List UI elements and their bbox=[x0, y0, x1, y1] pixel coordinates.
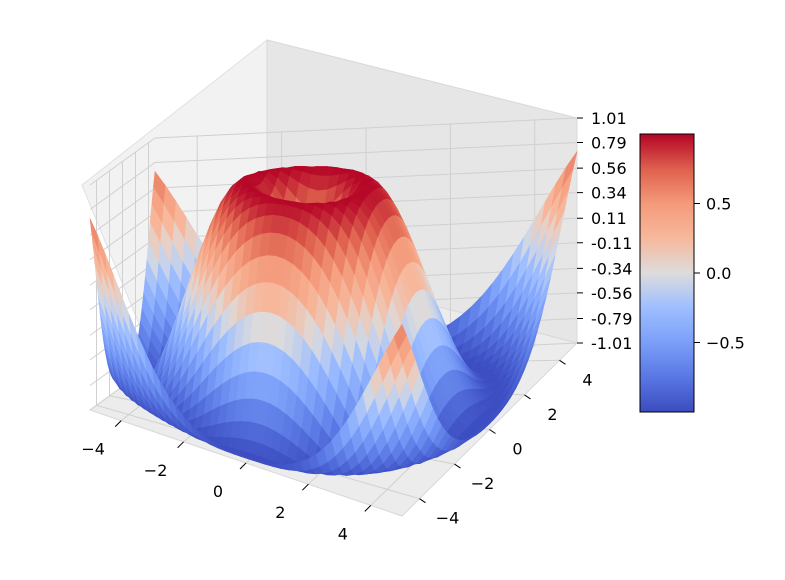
surface-mesh bbox=[89, 151, 578, 476]
x-tick-mark bbox=[114, 420, 122, 427]
x-tick-mark bbox=[364, 505, 372, 512]
y-tick-mark bbox=[524, 394, 531, 400]
y-tick-mark bbox=[559, 359, 566, 365]
colorbar-gradient bbox=[639, 133, 695, 413]
z-gridline bbox=[89, 117, 578, 186]
x-tick-mark bbox=[239, 462, 247, 470]
x-tick-label: 0 bbox=[213, 482, 223, 501]
z-tick-label: -0.34 bbox=[591, 259, 632, 278]
y-tick-mark bbox=[454, 463, 461, 469]
y-tick-mark bbox=[419, 498, 426, 504]
x-tick-mark bbox=[302, 483, 309, 491]
z-tick-label: 0.56 bbox=[591, 159, 627, 178]
x-tick-label: 2 bbox=[275, 503, 285, 522]
y-tick-label: 2 bbox=[547, 405, 557, 424]
x-tick-label: −4 bbox=[81, 440, 105, 459]
y-tick-label: 4 bbox=[582, 370, 592, 389]
y-tick-label: −2 bbox=[471, 474, 495, 493]
colorbar: 0.5 0.0 −0.5 bbox=[639, 133, 745, 413]
z-tick-label: 0.11 bbox=[591, 209, 627, 228]
x-tick-mark bbox=[177, 441, 184, 449]
y-tick-mark bbox=[489, 429, 496, 434]
x-tick-label: −2 bbox=[144, 461, 168, 480]
z-tick-label: -0.56 bbox=[591, 284, 632, 303]
z-tick-label: 1.01 bbox=[591, 109, 627, 128]
y-tick-label: −4 bbox=[436, 509, 460, 528]
x-tick-label: 4 bbox=[338, 524, 348, 543]
colorbar-tick-label: 0.5 bbox=[706, 195, 731, 214]
colorbar-tick-label: −0.5 bbox=[706, 334, 745, 353]
z-tick-label: 0.79 bbox=[591, 134, 627, 153]
y-tick-label: 0 bbox=[512, 440, 522, 459]
surface-patch bbox=[393, 323, 407, 351]
z-tick-label: 0.34 bbox=[591, 184, 627, 203]
z-gridline bbox=[89, 142, 578, 210]
z-tick-label: -0.79 bbox=[591, 309, 632, 328]
colorbar-ticks: 0.5 0.0 −0.5 bbox=[694, 195, 745, 353]
axis-ticks: −4 −2 0 2 4 −4 −2 0 2 4 -1.01 -0.79 -0.56 -0.34 -0.11 0… bbox=[81, 109, 632, 543]
colorbar-tick-label: 0.0 bbox=[706, 264, 731, 283]
z-tick-label: -0.11 bbox=[591, 234, 632, 253]
z-tick-label: -1.01 bbox=[591, 334, 632, 353]
